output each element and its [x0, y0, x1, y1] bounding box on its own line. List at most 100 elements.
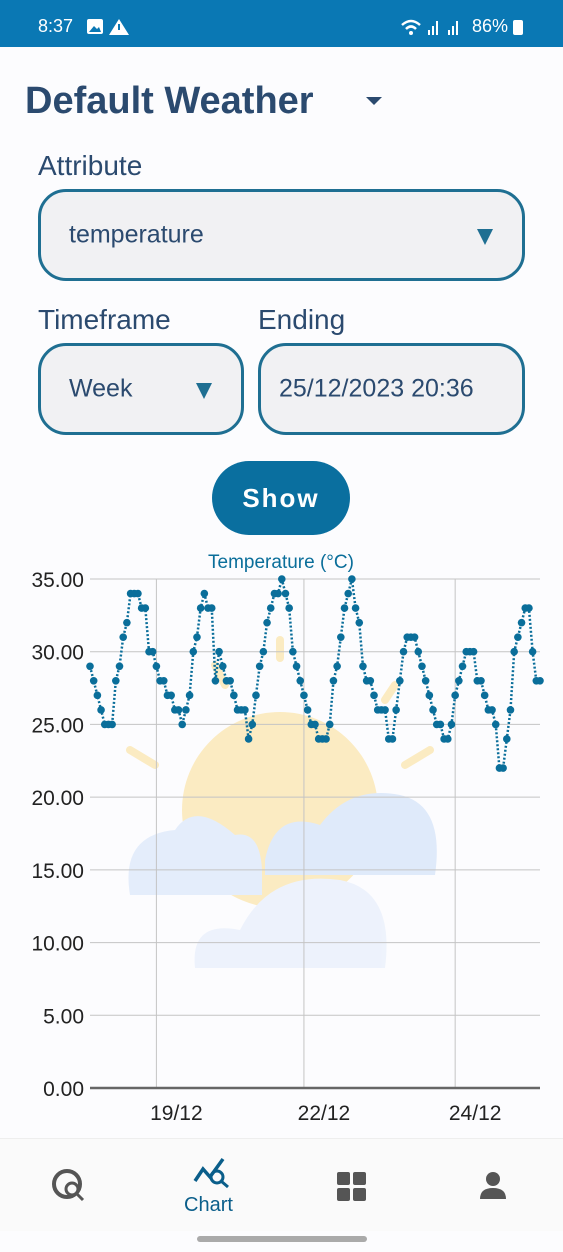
x-tick-label: 24/12 [449, 1102, 502, 1125]
data-point [337, 633, 345, 641]
battery-level: 86% [472, 16, 509, 36]
data-point [370, 691, 378, 700]
nav-dashboard[interactable] [336, 1171, 368, 1203]
y-tick-label: 25.00 [31, 714, 84, 737]
data-point [359, 662, 367, 671]
nav-explore[interactable] [52, 1169, 88, 1203]
data-point [278, 575, 286, 583]
data-point [455, 677, 463, 685]
data-point [388, 735, 397, 743]
data-point [414, 647, 423, 656]
data-point [244, 735, 253, 743]
data-point [311, 720, 319, 729]
input-value: 25/12/2023 20:36 [279, 374, 474, 403]
data-point [97, 706, 105, 714]
x-tick-label: 19/12 [150, 1102, 203, 1125]
select-value: temperature [69, 220, 204, 249]
data-point [436, 720, 445, 729]
data-point [421, 677, 430, 685]
data-point [93, 691, 102, 700]
nav-label: Chart [184, 1194, 233, 1216]
y-tick-label: 20.00 [31, 787, 84, 810]
data-point [392, 706, 400, 714]
data-point [230, 691, 238, 700]
data-point [381, 706, 389, 714]
data-point [348, 575, 356, 583]
data-point [355, 618, 364, 627]
data-point [469, 647, 478, 656]
home-indicator [197, 1236, 367, 1242]
data-point [329, 677, 338, 685]
show-button[interactable]: Show [212, 461, 350, 535]
data-point [189, 647, 198, 656]
data-point [259, 647, 268, 656]
data-point [263, 618, 271, 627]
data-point [119, 633, 127, 641]
data-point [89, 677, 98, 685]
data-point [193, 633, 201, 641]
data-point [159, 677, 168, 685]
data-point [123, 618, 131, 627]
y-tick-label: 0.00 [43, 1078, 84, 1101]
data-point [488, 706, 496, 714]
data-point [536, 677, 544, 685]
data-point [148, 647, 157, 656]
page-title: Default Weather [25, 80, 314, 122]
data-point [410, 633, 419, 641]
attribute-select[interactable]: temperature [38, 189, 525, 281]
data-point [274, 589, 282, 598]
data-point [112, 677, 120, 685]
select-value: Week [69, 374, 133, 403]
title-dropdown[interactable] [364, 95, 384, 107]
data-point [340, 604, 349, 612]
data-point [477, 677, 485, 685]
data-point [141, 604, 150, 612]
data-point [322, 735, 330, 743]
data-point [499, 764, 507, 772]
ending-input[interactable]: 25/12/2023 20:36 [258, 343, 525, 435]
data-point [241, 706, 249, 714]
data-point [480, 691, 489, 700]
data-point [200, 589, 209, 598]
data-point [292, 662, 301, 671]
data-point [491, 720, 500, 729]
nav-profile[interactable] [478, 1171, 508, 1201]
data-point [344, 589, 352, 598]
field-label: Ending [258, 304, 346, 335]
nav-chart[interactable] [193, 1157, 231, 1189]
data-point [215, 647, 223, 656]
data-point [134, 589, 142, 598]
y-tick-label: 5.00 [43, 1005, 84, 1028]
data-point [458, 662, 467, 671]
y-tick-label: 35.00 [31, 569, 84, 592]
y-tick-label: 30.00 [31, 642, 84, 665]
data-point [248, 720, 257, 729]
data-point [152, 662, 161, 671]
data-point [528, 647, 537, 656]
status-bar: 8:37 86% [0, 0, 563, 47]
data-point [506, 706, 515, 714]
battery-icon [513, 20, 523, 35]
field-label: Attribute [38, 150, 143, 181]
data-point [325, 720, 334, 729]
weather-illustration [126, 636, 437, 968]
data-point [399, 647, 408, 656]
data-point [226, 677, 234, 685]
timeframe-select[interactable]: Week [38, 343, 244, 435]
chart-title: Temperature (°C) [208, 552, 354, 573]
data-point [255, 662, 264, 671]
data-point [351, 604, 360, 612]
data-point [510, 647, 518, 656]
select-arrow [477, 229, 493, 245]
data-point [366, 677, 375, 685]
data-point [447, 720, 456, 729]
data-point [443, 735, 452, 743]
status-icons [87, 19, 129, 35]
data-point [266, 604, 275, 612]
data-point [178, 720, 187, 729]
data-point [207, 604, 216, 612]
data-point [174, 706, 183, 714]
data-point [396, 677, 404, 685]
data-point [425, 691, 434, 700]
